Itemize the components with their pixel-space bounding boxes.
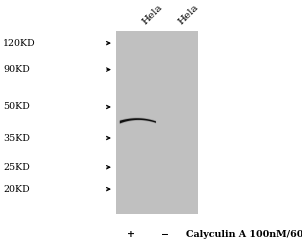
Text: +: + [127, 230, 135, 239]
Text: Calyculin A 100nM/60min: Calyculin A 100nM/60min [186, 230, 302, 239]
Bar [116, 31, 198, 214]
Text: 120KD: 120KD [3, 38, 36, 48]
Text: 35KD: 35KD [3, 134, 30, 142]
Text: Hela: Hela [140, 2, 164, 26]
Text: 50KD: 50KD [3, 102, 30, 112]
Text: −: − [161, 230, 169, 239]
Text: 20KD: 20KD [3, 184, 30, 194]
Text: Hela: Hela [177, 2, 201, 26]
Text: 90KD: 90KD [3, 65, 30, 74]
Text: 25KD: 25KD [3, 163, 30, 172]
